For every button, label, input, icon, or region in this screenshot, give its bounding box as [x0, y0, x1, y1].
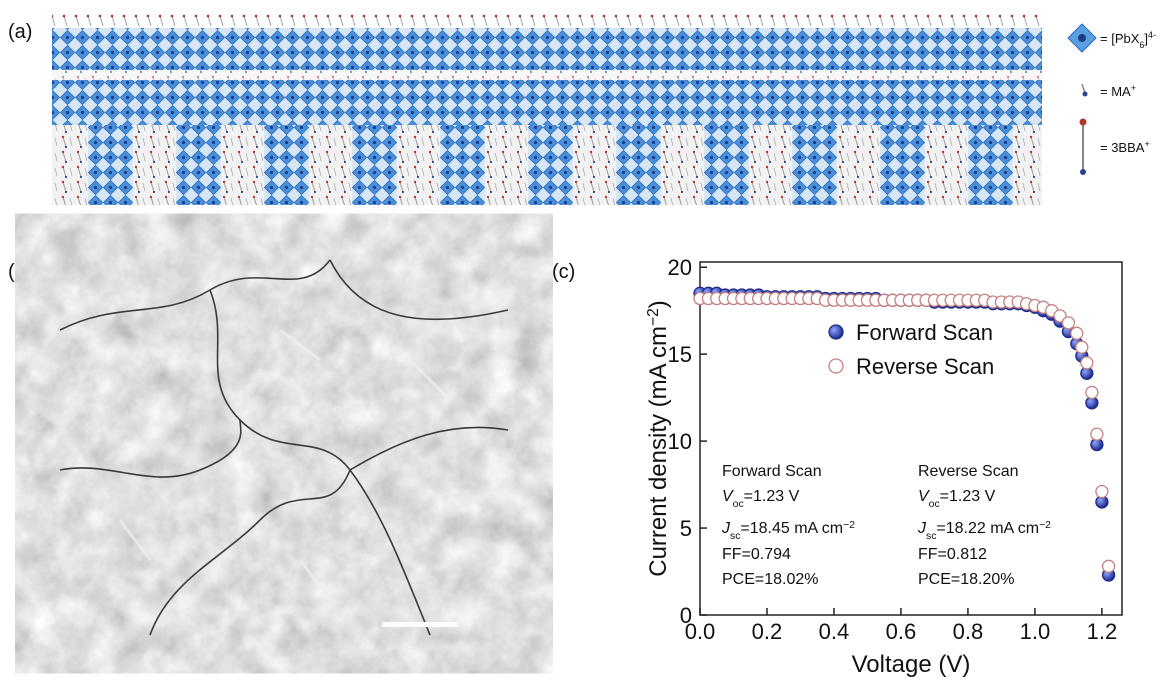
panel-label: (c) [552, 261, 575, 283]
annotation: FF=0.812 [918, 546, 987, 563]
annotation: Jsc=18.22 mA cm−2 [917, 520, 1051, 542]
legend-label: Reverse Scan [856, 354, 994, 379]
x-tick-label: 0.8 [953, 619, 984, 644]
annotation-part: sc [730, 531, 740, 542]
annotation: PCE=18.20% [918, 571, 1015, 588]
y-axis-label-part: −2 [645, 308, 662, 326]
annotation: Forward Scan [722, 463, 822, 480]
ma-icon [1083, 92, 1088, 97]
legend-text: = MA+ [1100, 83, 1136, 99]
bba-icon [1080, 119, 1087, 126]
annotation-part: −2 [843, 520, 855, 531]
annotation-part: sc [926, 531, 936, 542]
legend-text: = [PbX6]4- [1100, 30, 1156, 50]
data-point [1062, 317, 1074, 329]
panel-label: (b) [8, 261, 32, 283]
legend-marker [829, 359, 843, 373]
x-tick-label: 1.0 [1020, 619, 1051, 644]
legend-text: = 3BBA+ [1100, 139, 1150, 155]
annotation: Voc=1.23 V [918, 488, 996, 510]
annotation: PCE=18.02% [722, 571, 819, 588]
y-tick-label: 5 [680, 516, 692, 541]
perovskite-layer [52, 28, 1042, 70]
annotation: FF=0.794 [722, 546, 791, 563]
x-tick-label: 1.2 [1087, 619, 1118, 644]
y-tick-label: 0 [680, 603, 692, 628]
sem-image [60, 252, 508, 635]
y-axis-label-part: Current density (mA cm [645, 326, 672, 577]
bba-icon [1080, 169, 1086, 175]
organic-layer [52, 70, 1042, 80]
x-tick-label: 0.4 [819, 619, 850, 644]
data-point [1103, 560, 1115, 572]
annotation: Voc=1.23 V [722, 488, 800, 510]
organic-layer [52, 12, 1042, 28]
y-tick-label: 20 [668, 255, 692, 280]
octahedron-icon [1078, 34, 1086, 42]
annotation-part: oc [733, 499, 744, 510]
y-axis-label: Current density (mA cm−2) [645, 300, 673, 577]
annotation: Reverse Scan [918, 463, 1019, 480]
panel-label: (a) [8, 21, 32, 43]
annotation-part: =1.23 V [940, 488, 996, 505]
annotation-part: =1.23 V [744, 488, 800, 505]
mixed-layer [52, 125, 1042, 205]
data-point [1076, 341, 1088, 353]
legend-label: Forward Scan [856, 320, 993, 345]
legend-marker [829, 325, 843, 339]
data-point [1071, 327, 1083, 339]
x-axis-label: Voltage (V) [852, 651, 971, 678]
data-point [1086, 386, 1098, 398]
annotation-part: oc [929, 499, 940, 510]
data-point [1091, 428, 1103, 440]
data-point [1096, 486, 1108, 498]
perovskite-layer [52, 80, 1042, 125]
x-tick-label: 0.6 [886, 619, 917, 644]
annotation-part: =18.45 mA cm [740, 520, 843, 537]
figure: (a) = [PbX6]4- = MA+ = 3BBA+ (b) (c) 0.0… [0, 0, 1176, 682]
structure-legend: = [PbX6]4- = MA+ = 3BBA+ [1068, 24, 1156, 175]
scale-bar [382, 622, 458, 627]
annotation-part: =18.22 mA cm [936, 520, 1039, 537]
data-point [1081, 357, 1093, 369]
annotation: Jsc=18.45 mA cm−2 [721, 520, 855, 542]
annotation-part: −2 [1039, 520, 1051, 531]
y-axis-label-part: ) [645, 300, 672, 308]
x-tick-label: 0.2 [752, 619, 783, 644]
